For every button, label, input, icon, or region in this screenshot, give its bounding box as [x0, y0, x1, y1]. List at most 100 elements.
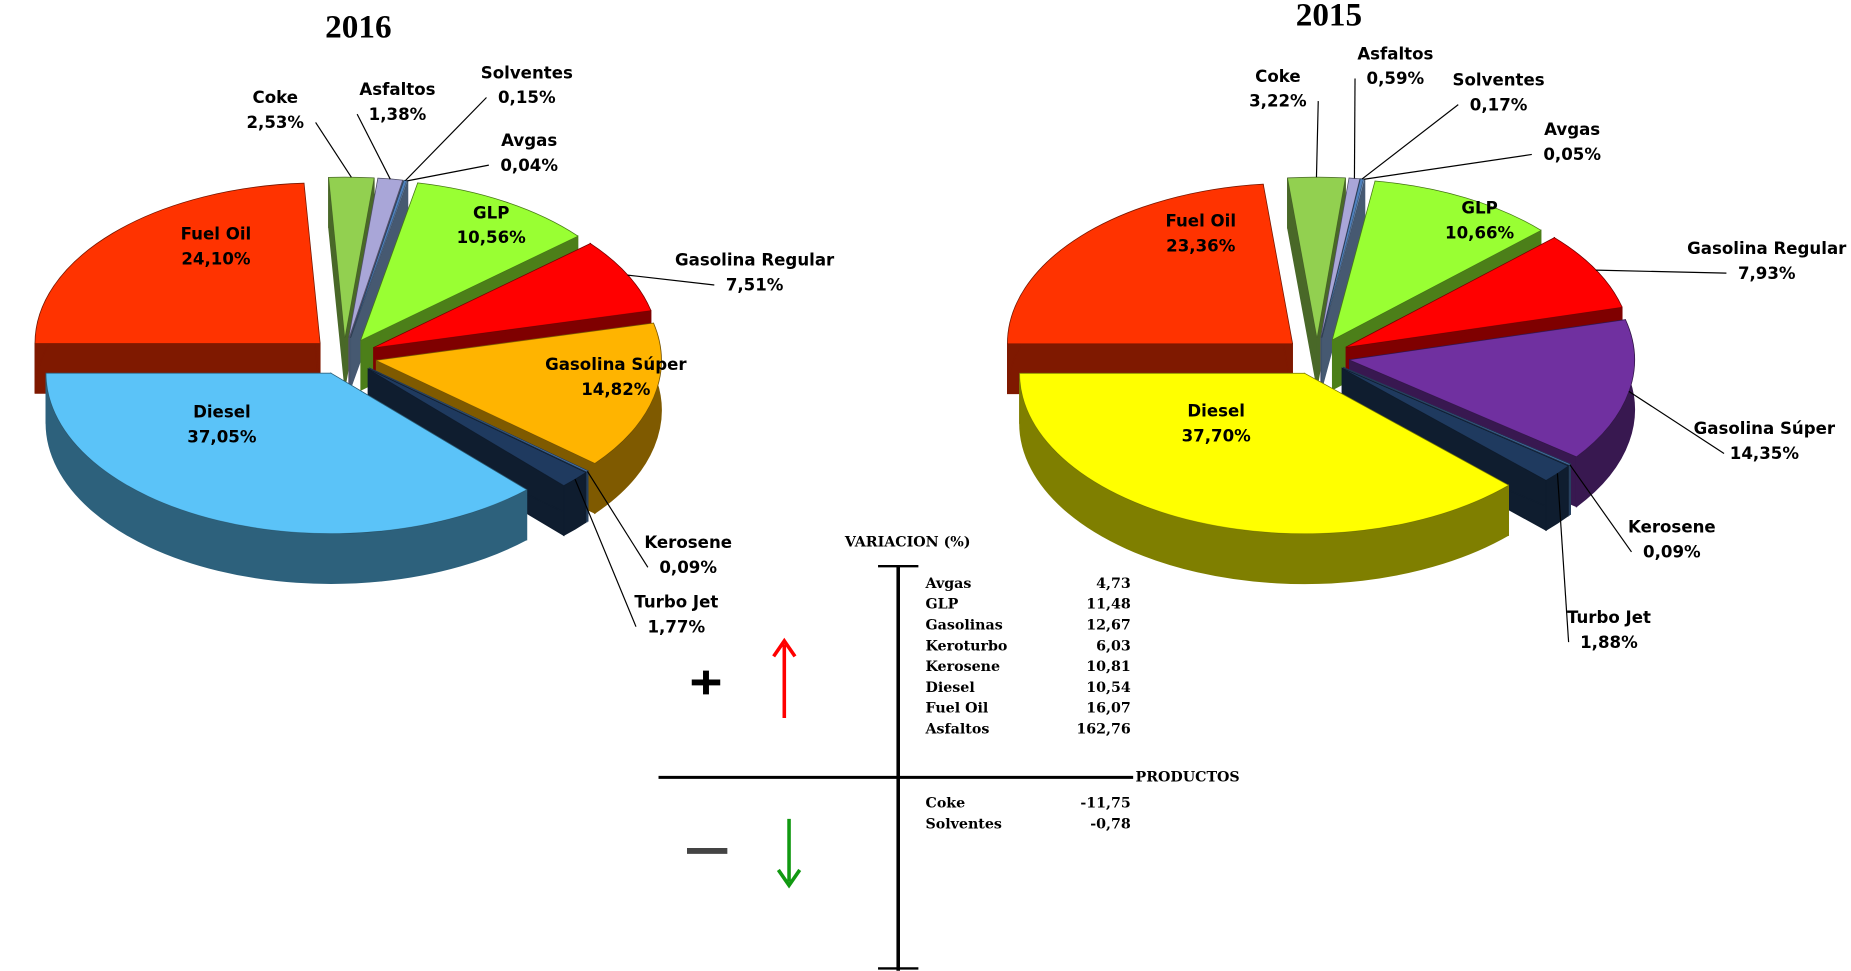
slice-name: Solventes	[481, 63, 573, 82]
slice-name: Diesel	[1187, 401, 1245, 420]
leader-line	[404, 97, 487, 182]
slice-name: Asfaltos	[1357, 44, 1433, 63]
product-name: Solventes	[926, 816, 1002, 832]
product-name: Avgas	[925, 576, 972, 592]
slice-value: 0,05%	[1543, 145, 1601, 164]
slice-name: Diesel	[193, 403, 251, 422]
product-change: 10,81	[1086, 659, 1131, 675]
up-arrow	[772, 637, 797, 719]
product-name: Fuel Oil	[926, 701, 989, 717]
slice-name: Gasolina Regular	[1687, 239, 1847, 258]
pie-slice	[360, 182, 579, 341]
pie-tops	[1007, 177, 1635, 534]
pie-slice	[45, 373, 528, 534]
pie-slice	[1346, 237, 1623, 348]
pie-chart: 2016 Fuel Oil 24,10% Coke 2,53% Asfaltos 1,38%…	[34, 8, 835, 636]
pie-tops	[34, 177, 662, 534]
plus-sign	[691, 670, 721, 695]
slice-name: Turbo Jet	[1567, 608, 1651, 627]
slice-name: Gasolina Súper	[1694, 419, 1836, 438]
slice-name: Turbo Jet	[634, 592, 718, 611]
pie-slice	[1287, 177, 1346, 338]
slice-value: 2,53%	[246, 113, 304, 132]
product-name: Kerosene	[926, 659, 1001, 675]
slice-name: GLP	[1461, 199, 1497, 218]
product-change: 16,07	[1086, 701, 1131, 717]
pie-slice	[369, 367, 589, 473]
slice-name: Gasolina Regular	[675, 251, 835, 270]
slice-wall	[586, 469, 589, 523]
slice-value: 0,59%	[1367, 69, 1425, 88]
pie-slice	[1348, 319, 1635, 458]
slice-name: Gasolina Súper	[545, 355, 687, 374]
slice-name: Coke	[253, 88, 298, 107]
product-name: Diesel	[926, 680, 976, 696]
leader-line	[1315, 101, 1319, 178]
leader-line	[1353, 78, 1356, 179]
slice-name: Coke	[1255, 67, 1300, 86]
slice-value: 0,09%	[1643, 543, 1701, 562]
product-change: -0,78	[1090, 816, 1131, 832]
leader-line	[315, 122, 352, 178]
slice-value: 1,88%	[1580, 633, 1638, 652]
leader-line	[1595, 269, 1727, 274]
slice-name: Fuel Oil	[181, 225, 252, 244]
product-name: Asfaltos	[925, 721, 990, 737]
slice-value: 7,51%	[726, 276, 784, 295]
product-change: -11,75	[1080, 795, 1130, 811]
pie-labels: Fuel Oil 24,10% Coke 2,53% Asfaltos 1,38% Solv…	[181, 63, 835, 636]
slice-value: 37,70%	[1182, 426, 1252, 445]
slice-value: 0,04%	[500, 156, 558, 175]
slice-value: 3,22%	[1249, 92, 1307, 111]
slice-name: Kerosene	[644, 533, 732, 552]
slice-value: 0,17%	[1470, 95, 1528, 114]
leader-line	[1556, 473, 1570, 643]
product-change: 4,73	[1096, 576, 1131, 592]
variation-title: VARIACION (%)	[844, 534, 971, 550]
slice-value: 10,66%	[1445, 223, 1515, 242]
axis-label: PRODUCTOS	[1136, 769, 1240, 785]
pie-slice	[375, 322, 662, 464]
leader-line	[407, 164, 489, 182]
leader-line	[586, 471, 649, 568]
slice-name: GLP	[473, 203, 509, 222]
slice-value: 14,35%	[1730, 444, 1800, 463]
leader-line	[1361, 104, 1459, 180]
product-change: 12,67	[1086, 618, 1131, 634]
slice-value: 10,56%	[457, 228, 527, 247]
slice-name: Avgas	[501, 131, 557, 150]
product-name: Keroturbo	[926, 638, 1008, 654]
pie-slice	[34, 183, 321, 344]
leader-line	[1628, 390, 1725, 454]
leader-line	[1364, 153, 1532, 180]
pie-labels: Fuel Oil 23,36% Coke 3,22% Asfaltos 0,59% Solv…	[1165, 44, 1847, 652]
pie-slice	[1019, 373, 1510, 534]
slice-name: Fuel Oil	[1165, 212, 1236, 231]
product-name: Coke	[926, 795, 966, 811]
down-arrow	[776, 818, 802, 889]
chart-title: 2015	[1296, 0, 1362, 34]
pie-slice	[373, 243, 652, 348]
slice-name: Asfaltos	[359, 80, 435, 99]
pie-chart: 2015 Fuel Oil 23,36% Coke 3,22% Asfaltos 0,59%…	[1007, 0, 1847, 652]
slice-value: 23,36%	[1166, 237, 1236, 256]
pie-slice	[328, 177, 375, 338]
slice-value: 1,38%	[369, 105, 427, 124]
variation-list: Avgas 4,73 GLP 11,48 Gasolinas 12,67 Keroturbo…	[925, 576, 1131, 832]
leader-line	[1569, 464, 1632, 553]
slice-value: 0,15%	[498, 88, 556, 107]
pie-slice	[1332, 180, 1542, 341]
slice-name: Solventes	[1453, 70, 1545, 89]
product-change: 11,48	[1086, 597, 1131, 613]
product-name: Gasolinas	[926, 618, 1003, 634]
slice-value: 7,93%	[1738, 264, 1796, 283]
slice-value: 14,82%	[581, 380, 651, 399]
pie-slice	[1007, 184, 1293, 344]
product-name: GLP	[926, 597, 959, 613]
product-change: 162,76	[1076, 721, 1131, 737]
variation-diagram: VARIACION (%) PRODUCTOS	[658, 534, 1240, 971]
slice-value: 37,05%	[187, 428, 257, 447]
slice-value: 24,10%	[181, 250, 251, 269]
